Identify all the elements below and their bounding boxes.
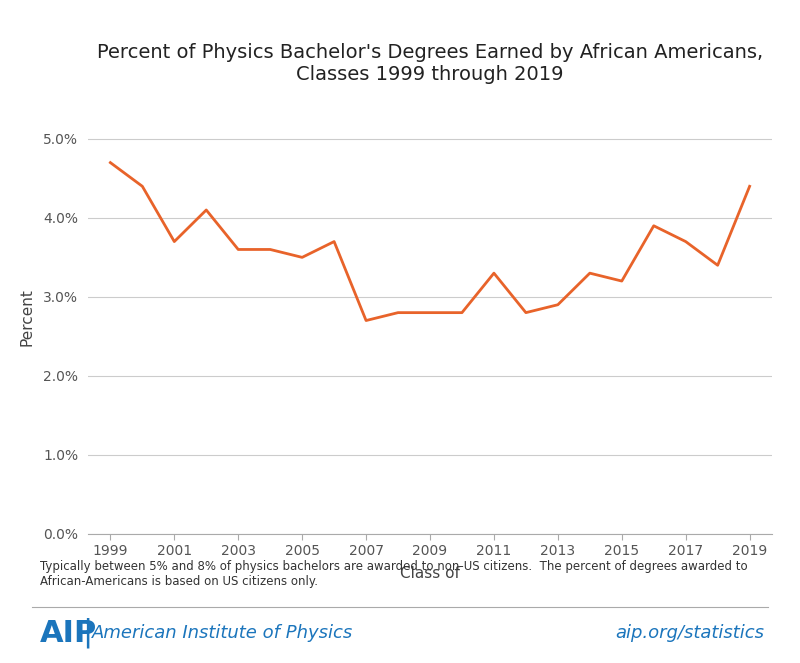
Title: Percent of Physics Bachelor's Degrees Earned by African Americans,
Classes 1999 : Percent of Physics Bachelor's Degrees Ea… [97,43,763,84]
Text: aip.org/statistics: aip.org/statistics [615,624,764,642]
Y-axis label: Percent: Percent [20,288,35,345]
X-axis label: Class of: Class of [400,566,460,581]
Text: |: | [82,618,93,648]
Text: American Institute of Physics: American Institute of Physics [92,624,354,642]
Text: AIP: AIP [40,619,98,648]
Text: Typically between 5% and 8% of physics bachelors are awarded to non-US citizens.: Typically between 5% and 8% of physics b… [40,560,748,588]
